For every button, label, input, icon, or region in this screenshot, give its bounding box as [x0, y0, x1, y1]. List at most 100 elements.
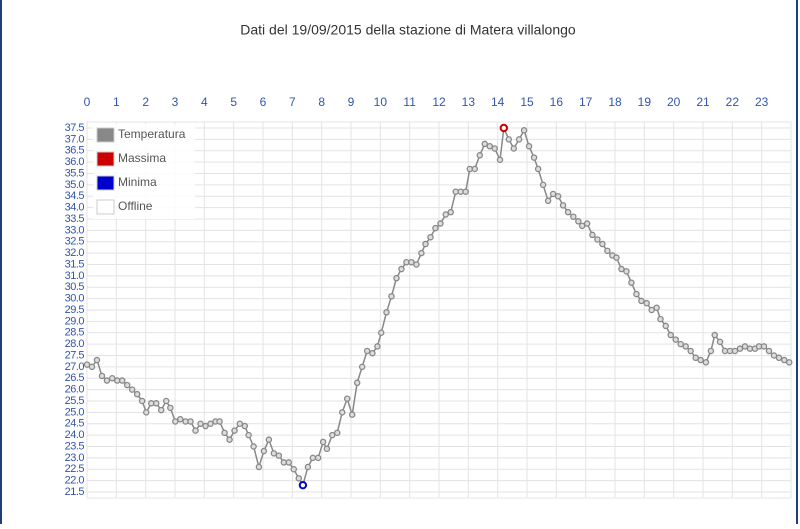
legend-swatch — [96, 151, 115, 167]
data-point — [374, 343, 381, 350]
data-point — [323, 445, 331, 453]
data-point — [265, 436, 273, 443]
x-tick-label: 16 — [550, 95, 564, 109]
data-point — [672, 336, 679, 343]
data-point — [687, 347, 694, 355]
data-point — [270, 450, 278, 457]
data-point — [103, 377, 111, 384]
x-tick-label: 5 — [230, 95, 237, 109]
data-point — [388, 293, 395, 300]
data-point — [731, 347, 739, 355]
data-point — [363, 347, 371, 355]
y-tick-label: 33.5 — [65, 213, 85, 225]
right-border — [796, 0, 798, 524]
data-point — [575, 218, 582, 225]
data-point — [88, 363, 96, 371]
data-point — [123, 381, 131, 389]
data-point — [539, 181, 547, 189]
x-tick-label: 9 — [348, 95, 355, 109]
data-point — [393, 274, 400, 282]
data-point — [491, 145, 498, 152]
data-point — [143, 409, 150, 416]
data-point — [711, 331, 718, 339]
data-point — [515, 136, 523, 143]
data-point — [496, 156, 504, 164]
x-tick-label: 18 — [608, 95, 622, 109]
y-tick-label: 30.0 — [65, 293, 85, 305]
x-tick-label: 0 — [84, 95, 91, 109]
data-point — [250, 443, 257, 450]
data-point — [760, 343, 768, 350]
legend-label: Minima — [118, 175, 157, 189]
data-point — [692, 354, 699, 362]
y-tick-label: 29.5 — [65, 304, 85, 316]
y-tick-label: 24.0 — [65, 429, 85, 441]
data-point — [544, 197, 552, 205]
x-tick-label: 1 — [113, 95, 120, 109]
data-point — [333, 429, 341, 437]
data-point — [432, 224, 439, 232]
data-point — [108, 374, 116, 382]
data-point — [422, 240, 429, 248]
x-tick-label: 11 — [403, 95, 416, 109]
data-point — [564, 208, 572, 216]
extreme-point — [499, 123, 509, 133]
data-point — [83, 361, 91, 368]
y-tick-label: 30.5 — [65, 281, 85, 293]
x-tick-label: 14 — [491, 95, 505, 109]
legend: Temperatura Massima Minima Offline — [93, 124, 195, 219]
y-tick-label: 22.5 — [65, 463, 85, 475]
data-point — [192, 427, 199, 434]
y-tick-label: 36.5 — [65, 145, 85, 157]
data-point — [319, 438, 327, 446]
data-point — [418, 249, 425, 257]
y-tick-label: 32.0 — [65, 247, 85, 259]
data-point — [697, 356, 704, 364]
data-point — [530, 154, 538, 161]
y-tick-label: 27.0 — [65, 361, 85, 373]
data-point — [255, 463, 263, 471]
legend-label: Massima — [118, 151, 166, 165]
data-point — [275, 452, 283, 459]
x-tick-label: 3 — [172, 95, 179, 109]
x-tick-label: 15 — [520, 95, 534, 109]
data-point — [152, 400, 160, 407]
data-point — [775, 354, 783, 362]
data-point — [520, 127, 528, 134]
data-point — [377, 329, 385, 336]
data-point — [447, 208, 454, 216]
data-point — [236, 420, 244, 427]
data-point — [437, 220, 444, 227]
x-tick-label: 8 — [318, 95, 325, 109]
data-point — [785, 359, 793, 366]
x-tick-label: 6 — [260, 95, 267, 109]
data-point — [643, 299, 650, 307]
data-point — [197, 420, 204, 427]
data-point — [613, 254, 620, 261]
data-point — [648, 306, 655, 314]
data-point — [702, 359, 710, 366]
data-point — [343, 395, 351, 402]
data-point — [177, 415, 184, 423]
data-point — [578, 222, 586, 230]
data-point — [618, 265, 625, 273]
y-tick-label: 25.5 — [65, 395, 85, 407]
data-point — [295, 475, 303, 482]
y-tick-label: 25.0 — [65, 406, 85, 418]
x-tick-label: 12 — [432, 95, 446, 109]
legend-swatch — [96, 127, 115, 143]
data-point — [741, 343, 749, 350]
data-point — [534, 165, 542, 173]
data-point — [770, 352, 778, 359]
data-point — [677, 340, 684, 348]
data-point — [554, 192, 562, 200]
data-point — [304, 463, 312, 471]
data-point — [525, 142, 533, 150]
data-point — [427, 233, 434, 241]
data-point — [667, 331, 674, 339]
data-point — [471, 165, 479, 173]
data-point — [765, 347, 773, 355]
data-point — [167, 404, 174, 412]
data-point — [202, 422, 209, 430]
